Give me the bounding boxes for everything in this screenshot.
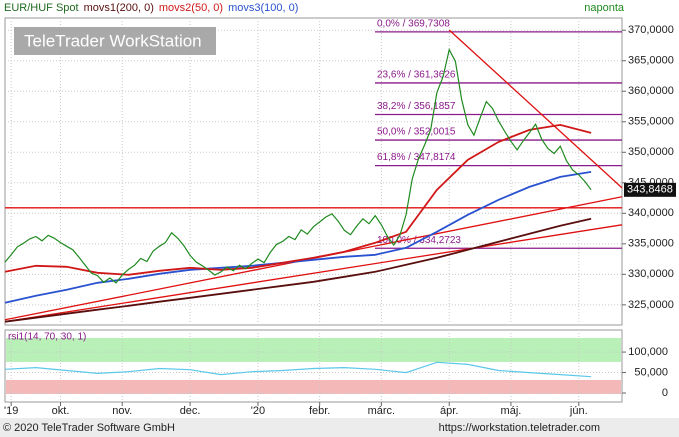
x-tick-label: nov. xyxy=(112,405,132,417)
y-tick-label: 360,0000 xyxy=(628,85,674,97)
moving-average xyxy=(4,217,592,323)
moving-average xyxy=(4,123,592,276)
price-line xyxy=(4,47,592,284)
x-tick-label: '19 xyxy=(4,405,18,417)
x-tick-label: máj. xyxy=(501,405,522,417)
y-tick-label: 365,0000 xyxy=(628,55,674,67)
fib-label: 50,0% / 352,0015 xyxy=(377,127,456,138)
rsi-tick-label: 50,000 xyxy=(634,366,668,378)
rsi-tick-label: 0 xyxy=(662,387,668,399)
y-tick-label: 350,0000 xyxy=(628,146,674,158)
trendline xyxy=(4,224,623,323)
x-tick-label: dec. xyxy=(180,405,201,417)
legend-entry: movs1(200, 0) xyxy=(84,2,154,14)
y-tick-label: 325,0000 xyxy=(628,299,674,311)
last-value-label: 343,8468 xyxy=(627,184,673,196)
x-tick-label: '20 xyxy=(251,405,265,417)
x-tick-label: ápr. xyxy=(440,405,458,417)
plot-layer: '19 okt. nov. dec. '20 febr. márc. ápr. máj. jún.… xyxy=(4,2,676,417)
watermark: TeleTrader WorkStation xyxy=(24,31,202,50)
y-tick-label: 340,0000 xyxy=(628,207,674,219)
url: https://workstation.teletrader.com xyxy=(439,422,600,434)
rsi-line xyxy=(4,361,592,378)
fib-label: 61,8% / 347,8174 xyxy=(377,152,456,163)
legend-entry: movs2(50, 0) xyxy=(159,2,223,14)
last-value-box xyxy=(624,182,676,197)
rsi-oversold-zone xyxy=(6,380,621,394)
y-tick-label: 335,0000 xyxy=(628,238,674,250)
x-tick-label: jún. xyxy=(569,405,588,417)
x-tick-label: okt. xyxy=(52,405,70,417)
fib-label: 23,6% / 361,3626 xyxy=(377,70,456,81)
y-tick-label: 355,0000 xyxy=(628,116,674,128)
y-tick-label: 330,0000 xyxy=(628,268,674,280)
x-tick-label: febr. xyxy=(309,405,330,417)
copyright: © 2020 TeleTrader Software GmbH xyxy=(3,422,175,434)
x-tick-label: márc. xyxy=(368,405,396,417)
moving-average xyxy=(4,171,592,304)
period: naponta xyxy=(584,2,625,14)
footer-bar xyxy=(0,418,679,437)
rsi-title: rsi1(14, 70, 30, 1) xyxy=(8,332,86,343)
price-panel xyxy=(4,17,623,326)
y-tick-label: 370,0000 xyxy=(628,24,674,36)
rsi-tick-label: 100,000 xyxy=(628,346,668,358)
trendline xyxy=(448,29,623,189)
fib-label: 38,2% / 356,1857 xyxy=(377,101,456,112)
legend-entry: movs3(100, 0) xyxy=(228,2,298,14)
watermark-box xyxy=(14,27,216,55)
rsi-overbought-zone xyxy=(6,338,621,362)
legend-entry: EUR/HUF Spot xyxy=(4,2,79,14)
fib-label: 0,0% / 369,7308 xyxy=(377,18,450,29)
